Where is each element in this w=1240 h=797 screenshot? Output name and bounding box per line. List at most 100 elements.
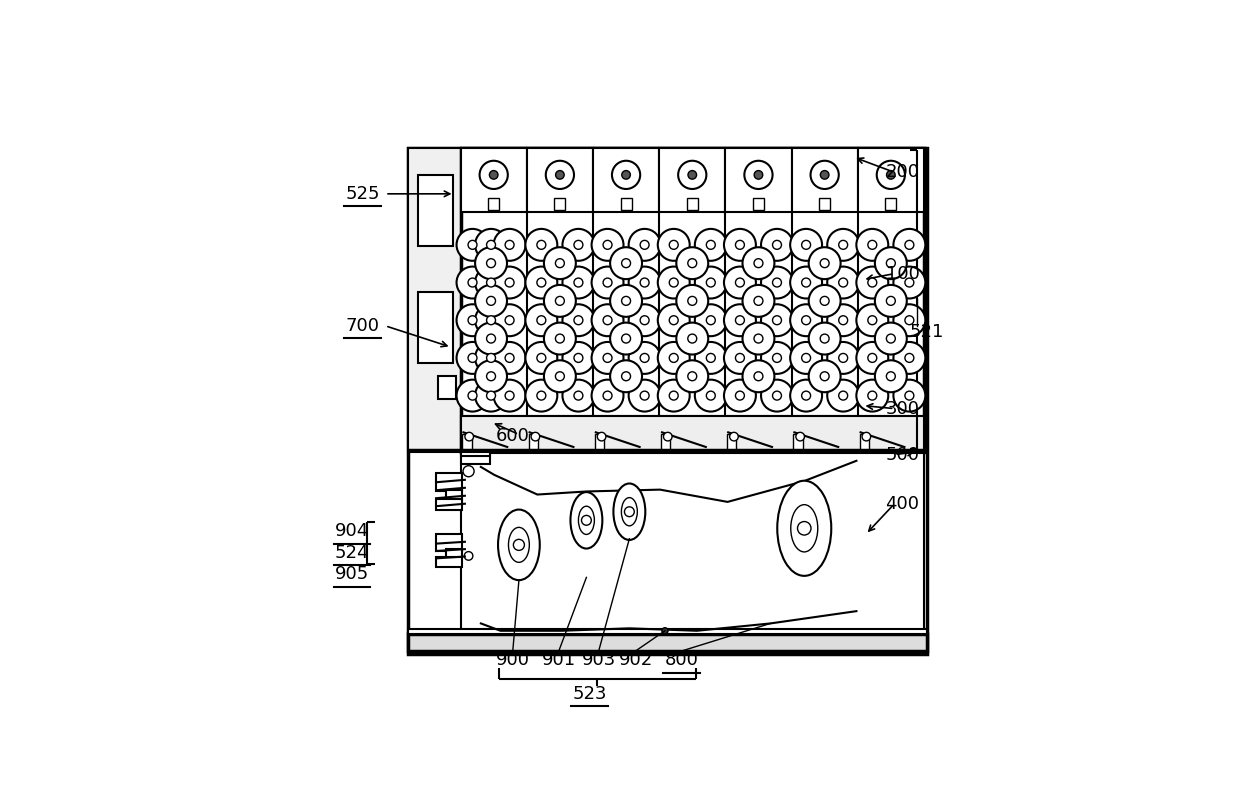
Circle shape bbox=[556, 371, 564, 381]
Bar bbox=[446, 489, 461, 501]
Circle shape bbox=[629, 266, 661, 299]
Circle shape bbox=[505, 278, 515, 287]
Circle shape bbox=[591, 304, 624, 336]
Circle shape bbox=[526, 342, 557, 374]
Circle shape bbox=[670, 241, 678, 249]
Circle shape bbox=[591, 229, 624, 261]
Circle shape bbox=[657, 379, 689, 411]
Circle shape bbox=[707, 391, 715, 400]
Circle shape bbox=[456, 342, 489, 374]
Circle shape bbox=[790, 304, 822, 336]
Circle shape bbox=[735, 278, 744, 287]
Circle shape bbox=[486, 316, 496, 324]
Circle shape bbox=[905, 391, 914, 400]
Text: 904: 904 bbox=[335, 522, 370, 540]
Circle shape bbox=[467, 278, 477, 287]
Circle shape bbox=[640, 241, 649, 249]
Circle shape bbox=[486, 391, 496, 400]
Circle shape bbox=[821, 171, 830, 179]
Circle shape bbox=[657, 229, 689, 261]
Circle shape bbox=[868, 316, 877, 324]
Text: 500: 500 bbox=[885, 446, 919, 464]
Circle shape bbox=[801, 278, 811, 287]
Circle shape bbox=[862, 432, 870, 441]
Circle shape bbox=[467, 316, 477, 324]
Circle shape bbox=[475, 323, 507, 355]
Circle shape bbox=[537, 391, 546, 400]
Circle shape bbox=[838, 391, 848, 400]
Circle shape bbox=[603, 241, 613, 249]
Circle shape bbox=[475, 266, 507, 299]
Circle shape bbox=[857, 229, 888, 261]
Bar bbox=[436, 473, 461, 492]
Circle shape bbox=[475, 229, 507, 261]
Circle shape bbox=[875, 360, 906, 392]
Circle shape bbox=[868, 391, 877, 400]
Circle shape bbox=[591, 379, 624, 411]
Circle shape bbox=[563, 342, 594, 374]
Circle shape bbox=[556, 259, 564, 268]
Circle shape bbox=[464, 552, 472, 560]
Circle shape bbox=[657, 304, 689, 336]
Text: 524: 524 bbox=[335, 544, 370, 562]
Circle shape bbox=[676, 323, 708, 355]
Circle shape bbox=[621, 296, 631, 305]
Circle shape bbox=[480, 161, 508, 189]
Bar bbox=[408, 147, 460, 452]
Bar bbox=[436, 534, 461, 551]
Circle shape bbox=[475, 379, 507, 411]
Circle shape bbox=[773, 316, 781, 324]
Circle shape bbox=[640, 353, 649, 363]
Ellipse shape bbox=[508, 528, 529, 563]
Bar bbox=[460, 147, 924, 452]
Circle shape bbox=[610, 285, 642, 317]
Circle shape bbox=[546, 161, 574, 189]
Circle shape bbox=[754, 171, 763, 179]
Circle shape bbox=[629, 379, 661, 411]
Bar bbox=[820, 198, 830, 210]
Text: 902: 902 bbox=[619, 651, 652, 669]
Bar bbox=[460, 454, 490, 464]
Circle shape bbox=[610, 323, 642, 355]
Bar bbox=[528, 434, 538, 450]
Circle shape bbox=[838, 278, 848, 287]
Circle shape bbox=[724, 342, 756, 374]
Circle shape bbox=[801, 316, 811, 324]
Circle shape bbox=[657, 342, 689, 374]
Circle shape bbox=[640, 391, 649, 400]
Text: 200: 200 bbox=[885, 163, 919, 182]
Circle shape bbox=[744, 161, 773, 189]
Circle shape bbox=[475, 360, 507, 392]
Circle shape bbox=[486, 296, 496, 305]
Circle shape bbox=[808, 360, 841, 392]
Circle shape bbox=[761, 229, 792, 261]
Circle shape bbox=[905, 278, 914, 287]
Circle shape bbox=[729, 432, 738, 441]
Ellipse shape bbox=[498, 509, 539, 580]
Bar bbox=[408, 634, 928, 651]
Circle shape bbox=[603, 353, 613, 363]
Circle shape bbox=[574, 241, 583, 249]
Bar bbox=[794, 434, 802, 450]
Circle shape bbox=[676, 247, 708, 279]
Circle shape bbox=[563, 379, 594, 411]
Ellipse shape bbox=[777, 481, 831, 576]
Circle shape bbox=[621, 171, 630, 179]
Circle shape bbox=[743, 323, 775, 355]
Circle shape bbox=[735, 391, 744, 400]
Bar bbox=[620, 198, 631, 210]
Circle shape bbox=[603, 391, 613, 400]
Circle shape bbox=[754, 296, 763, 305]
Circle shape bbox=[486, 241, 496, 249]
Bar bbox=[554, 198, 565, 210]
Bar bbox=[460, 147, 527, 212]
Circle shape bbox=[875, 247, 906, 279]
Circle shape bbox=[688, 371, 697, 381]
Circle shape bbox=[670, 391, 678, 400]
Text: 523: 523 bbox=[572, 685, 606, 703]
Circle shape bbox=[526, 304, 557, 336]
Bar bbox=[687, 198, 698, 210]
Circle shape bbox=[621, 334, 631, 343]
Circle shape bbox=[808, 247, 841, 279]
Circle shape bbox=[761, 342, 792, 374]
